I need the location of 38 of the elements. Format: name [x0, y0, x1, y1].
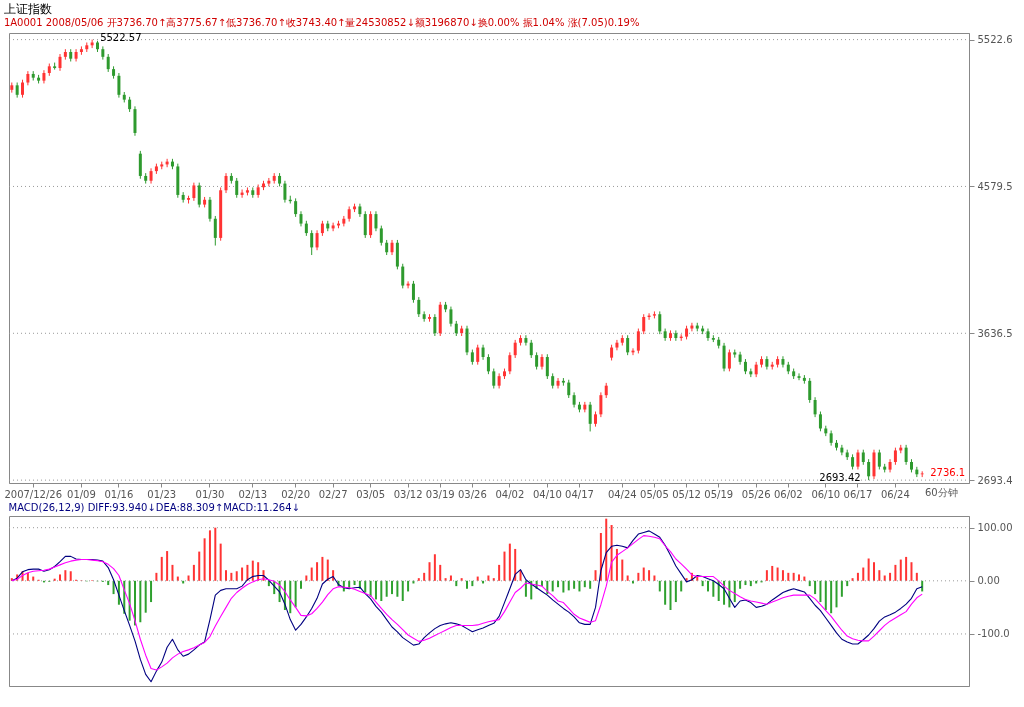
y-tick-label: -100.0: [977, 628, 1010, 640]
x-tick-label: 04/17: [565, 488, 594, 500]
text: 1A0001 2008/05/06 开3736.70↑高3775.67↑低3736.70↑收3743.40↑量24530852↓额3196870↓换0.00% 振1.04% 涨(7.05)0.19%: [3, 16, 640, 28]
annotation: 5522.57: [100, 31, 142, 43]
x-tick-label: 03/05: [356, 488, 386, 500]
text: MACD(26,12,9) DIFF:93.940↓DEA:88.309↑MACD:11.264↓: [8, 502, 300, 513]
x-tick-label: 05/26: [741, 488, 771, 500]
y-tick-label: 5522.6: [977, 34, 1013, 46]
x-tick-label: 01/09: [67, 488, 96, 500]
x-tick-label: 01/23: [147, 488, 177, 500]
x-tick-label: 02/20: [281, 488, 311, 500]
x-tick-label: 06/10: [811, 488, 841, 500]
y-tick-label: 3636.5: [977, 327, 1013, 339]
x-tick-label: 2007/12/26: [4, 488, 63, 500]
text: 60分钟: [925, 487, 958, 498]
x-tick-label: 03/19: [425, 488, 455, 500]
x-tick-label: 06/24: [881, 488, 910, 500]
x-tick-label: 02/13: [238, 488, 268, 500]
x-tick-label: 02/27: [318, 488, 348, 500]
chart-title: 上证指数: [3, 1, 52, 16]
x-tick-label: 04/10: [532, 488, 562, 500]
x-tick-label: 01/30: [195, 488, 225, 500]
x-tick-label: 05/12: [672, 488, 701, 500]
x-tick-label: 05/19: [704, 488, 734, 500]
x-tick-label: 06/17: [843, 488, 873, 500]
text: 2736.1: [930, 467, 966, 479]
annotation: 2693.42: [819, 472, 861, 484]
y-tick-label: 0.00: [977, 575, 1000, 587]
x-tick-label: 04/02: [495, 488, 525, 500]
y-tick-label: 2693.4: [977, 474, 1013, 486]
x-tick-label: 03/26: [457, 488, 487, 500]
y-tick-label: 4579.5: [977, 180, 1013, 192]
x-tick-label: 01/16: [104, 488, 134, 500]
x-tick-label: 03/12: [393, 488, 423, 500]
x-tick-label: 04/24: [607, 488, 637, 500]
x-tick-label: 06/02: [773, 488, 803, 500]
y-tick-label: 100.00: [977, 522, 1013, 534]
x-tick-label: 05/05: [640, 488, 669, 500]
